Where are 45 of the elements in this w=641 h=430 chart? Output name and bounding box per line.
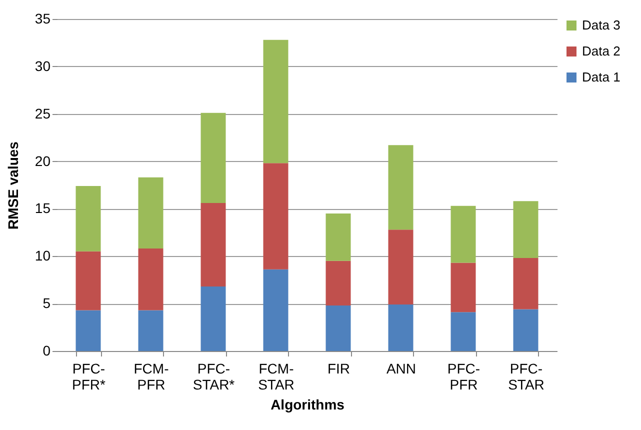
bar	[138, 310, 164, 351]
x-axis-title: Algorithms	[270, 396, 345, 412]
bar	[200, 286, 226, 351]
legend-label: Data 1	[582, 70, 620, 84]
bar	[513, 309, 538, 351]
x-tick-label: ANN	[386, 360, 416, 376]
x-tick-label: PFC-PFR*	[72, 360, 106, 392]
x-tick-label: FIR	[327, 360, 350, 376]
x-tick-label: PFC-STAR*	[192, 360, 236, 392]
bar	[200, 203, 226, 286]
bar	[326, 260, 351, 306]
x-tick-label: PFC-STAR	[508, 360, 544, 392]
y-tick-label: 10	[34, 248, 51, 264]
bar	[450, 206, 476, 263]
bar	[450, 262, 476, 312]
legend-label: Data 3	[582, 18, 620, 32]
bar	[263, 163, 288, 270]
bar	[138, 248, 164, 310]
y-tick-label: 35	[34, 10, 51, 26]
bar	[513, 258, 538, 310]
y-axis-title: RMSE values	[4, 141, 21, 230]
bar	[388, 230, 414, 305]
bar	[138, 177, 164, 249]
bar	[388, 304, 414, 351]
x-tick-label: FCM-PFR	[134, 360, 170, 392]
y-tick-label: 25	[34, 105, 51, 122]
y-tick-label: 15	[34, 200, 51, 216]
bar	[263, 40, 288, 164]
bar	[263, 269, 288, 351]
x-tick-label: PFC-PFR	[447, 360, 480, 392]
y-tick-label: 20	[34, 152, 51, 169]
bar	[76, 186, 101, 252]
bar	[450, 312, 476, 351]
bar	[388, 145, 414, 230]
y-tick-label: 5	[42, 295, 51, 312]
bar	[326, 305, 351, 351]
y-tick-label: 30	[34, 58, 51, 74]
y-tick-label: 0	[42, 342, 51, 358]
x-tick-label: FCM-STAR	[258, 360, 294, 392]
bar	[326, 213, 351, 261]
legend-label: Data 2	[582, 44, 620, 58]
bar	[200, 112, 226, 204]
bar	[513, 201, 538, 258]
bar	[76, 251, 101, 310]
bar	[76, 310, 101, 351]
